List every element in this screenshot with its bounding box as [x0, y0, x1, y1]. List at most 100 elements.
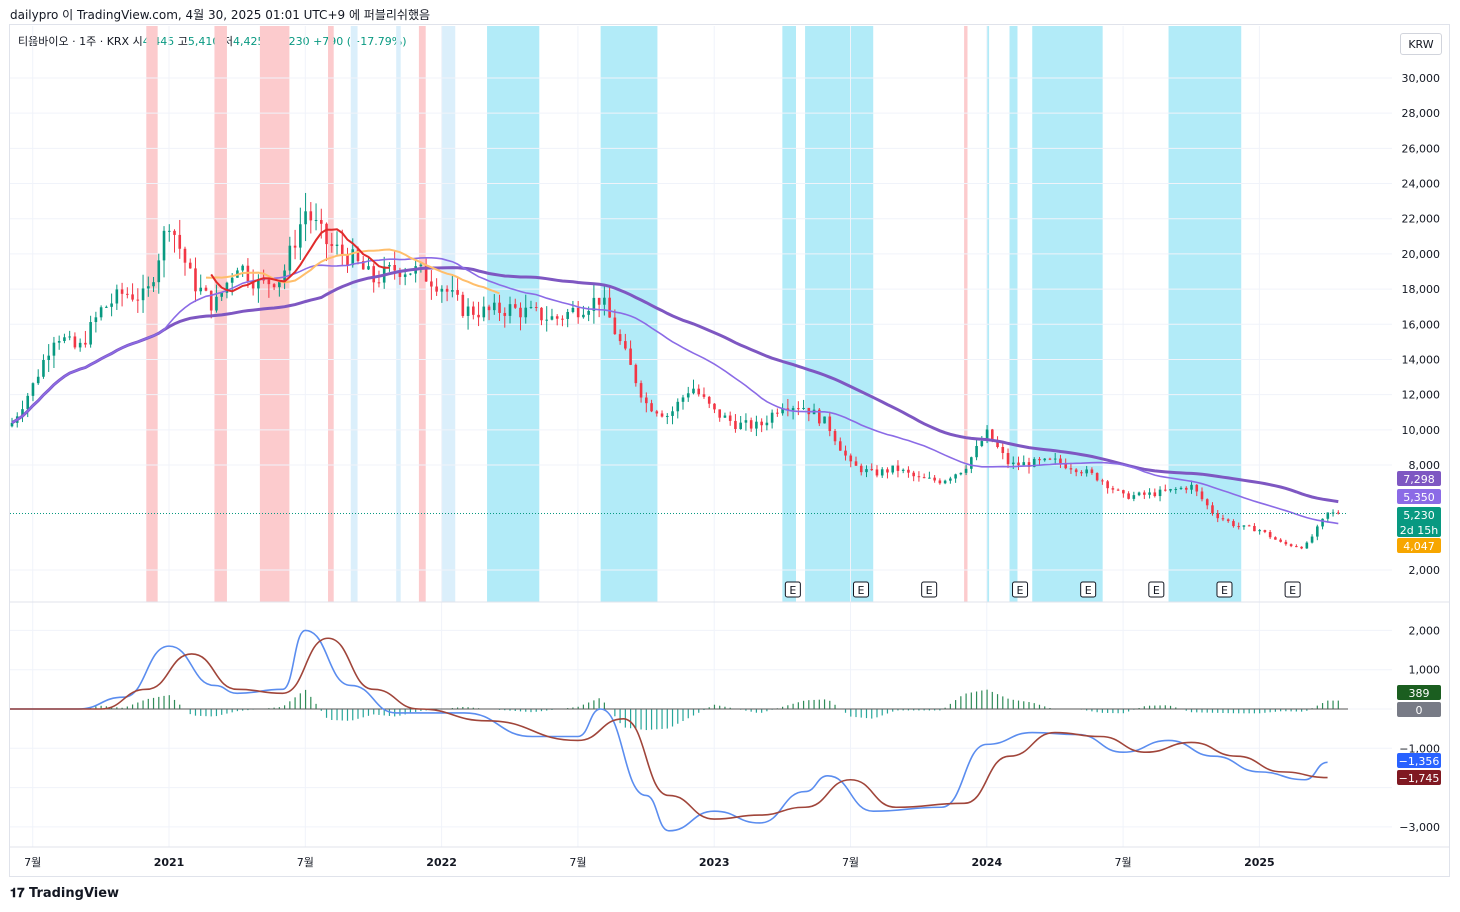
candle-body — [823, 416, 826, 424]
candle-body — [1326, 512, 1330, 519]
signal-band — [487, 26, 540, 602]
candle-body — [351, 249, 355, 266]
candle-body — [996, 441, 999, 448]
candle-body — [896, 465, 900, 471]
candle-body — [645, 397, 648, 404]
earnings-marker-label: E — [1221, 584, 1228, 597]
candle-body — [1011, 462, 1015, 465]
candle-body — [215, 296, 218, 311]
candle-body — [660, 413, 664, 417]
last-price-tag — [1397, 507, 1441, 537]
macd-line — [10, 629, 1328, 832]
candle-body — [1043, 458, 1047, 461]
earnings-marker — [1080, 581, 1097, 598]
ma-mid-tag-label: 5,350 — [1403, 491, 1435, 504]
price-tick-label: 12,000 — [1402, 389, 1441, 402]
earnings-marker-label: E — [1017, 584, 1024, 597]
candle-body — [335, 244, 339, 246]
ma-mid-tag — [1397, 489, 1441, 504]
candle-body — [1258, 530, 1261, 532]
candle-body — [980, 441, 984, 446]
candle-body — [1069, 468, 1073, 470]
candle-body — [1017, 462, 1020, 466]
time-tick-label: 7월 — [842, 856, 859, 869]
candle-body — [1316, 526, 1319, 537]
candle-body — [403, 274, 407, 277]
time-tick-label: 2024 — [971, 856, 1002, 869]
candle-body — [183, 248, 187, 263]
last-price-tag-sublabel: 2d 15h — [1400, 524, 1438, 537]
candle-body — [1279, 539, 1282, 542]
signal-band — [328, 26, 334, 602]
candle-body — [440, 288, 444, 292]
candle-body — [597, 297, 601, 305]
candle-body — [47, 355, 50, 361]
candle-body — [1184, 487, 1188, 490]
candle-body — [676, 401, 680, 412]
candle-body — [938, 480, 942, 484]
ma-mid-line — [11, 257, 1339, 525]
candle-body — [849, 455, 853, 462]
candle-body — [1284, 541, 1288, 545]
candle-body — [340, 244, 344, 255]
candle-body — [377, 282, 381, 284]
candle-body — [718, 409, 722, 418]
candle-body — [880, 469, 884, 476]
candle-body — [146, 286, 150, 289]
candle-body — [954, 474, 957, 479]
tradingview-logo[interactable]: 𝟏𝟕 TradingView — [10, 886, 119, 901]
ma-long-line — [11, 266, 1339, 504]
candle-body — [199, 287, 203, 292]
candle-body — [225, 282, 229, 293]
candle-body — [1143, 492, 1146, 495]
candle-body — [765, 422, 769, 426]
candle-body — [482, 306, 486, 318]
candle-body — [99, 307, 103, 318]
candle-body — [1247, 525, 1251, 527]
candle-body — [1242, 525, 1246, 527]
tv-logo-icon: 𝟏𝟕 — [10, 886, 25, 901]
candle-body — [1038, 458, 1041, 461]
candle-body — [1048, 458, 1052, 460]
candle-body — [1122, 490, 1125, 494]
candle-body — [461, 294, 465, 316]
candle-body — [105, 306, 108, 308]
ma-long-tag-label: 7,298 — [1403, 473, 1435, 486]
candle-body — [760, 421, 763, 426]
candle-body — [1226, 519, 1230, 522]
price-tick-label: 24,000 — [1402, 178, 1441, 191]
candle-body — [634, 364, 638, 384]
candle-body — [587, 310, 590, 315]
candle-body — [110, 303, 113, 307]
candle-body — [319, 220, 323, 224]
candle-body — [907, 469, 910, 473]
candle-body — [157, 260, 161, 283]
candle-body — [26, 395, 30, 410]
currency-button[interactable]: KRW — [1400, 33, 1442, 55]
candle-body — [734, 420, 737, 430]
candle-body — [188, 262, 192, 269]
candle-body — [1080, 472, 1083, 474]
candle-body — [257, 279, 260, 289]
candle-body — [859, 465, 863, 473]
candle-body — [1137, 492, 1141, 496]
candle-body — [36, 376, 40, 384]
candle-body — [739, 422, 742, 430]
candle-body — [1179, 487, 1183, 490]
candle-body — [901, 469, 905, 471]
candle-body — [167, 230, 171, 232]
price-tick-label: 28,000 — [1402, 107, 1441, 120]
candle-body — [1321, 518, 1324, 527]
chart-frame — [9, 24, 1450, 877]
symbol-name[interactable]: 티움바이오 · 1주 · KRX — [18, 35, 130, 48]
candle-body — [1174, 489, 1178, 491]
signal-band — [782, 26, 796, 602]
candle-body — [435, 286, 438, 292]
candle-body — [702, 394, 706, 397]
candle-body — [251, 281, 255, 289]
ma-short-tag — [1397, 538, 1441, 553]
candle-body — [503, 312, 507, 316]
time-tick-label: 2023 — [699, 856, 730, 869]
signal-band — [1032, 26, 1103, 602]
